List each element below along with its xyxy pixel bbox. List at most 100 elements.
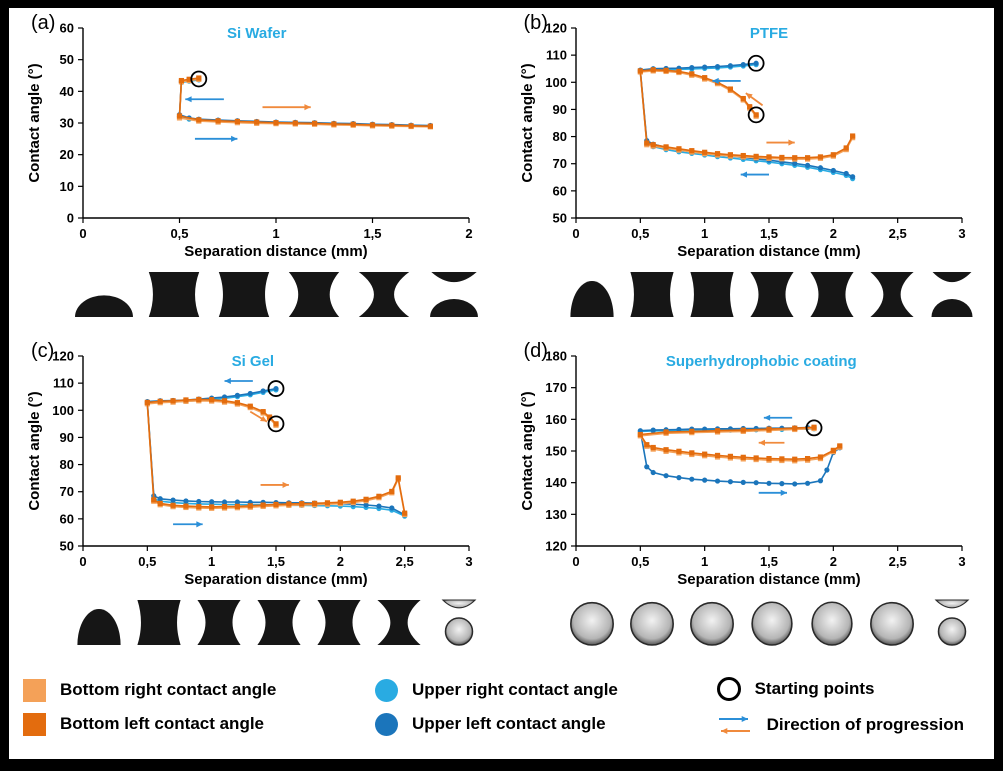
svg-text:70: 70 [60, 484, 74, 499]
svg-text:Contact angle (°): Contact angle (°) [26, 63, 43, 182]
svg-text:60: 60 [60, 21, 74, 36]
svg-text:0,5: 0,5 [631, 226, 649, 241]
svg-text:2: 2 [466, 226, 473, 241]
legend-label: Bottom right contact angle [60, 680, 277, 699]
svg-text:70: 70 [552, 156, 566, 171]
chart-ptfe: 0 0,5 1 1,5 2 2,5 3 50 60 70 80 90 100 110 120 PTFE Sepa… [519, 21, 966, 261]
panel-label-c: (c) [31, 339, 55, 362]
svg-text:Separation distance (mm): Separation distance (mm) [677, 571, 860, 588]
svg-text:80: 80 [60, 457, 74, 472]
svg-text:1: 1 [701, 554, 708, 569]
legend-column-orange: Bottom right contact angle Bottom left c… [23, 678, 277, 736]
svg-text:Separation distance (mm): Separation distance (mm) [677, 243, 860, 260]
svg-text:90: 90 [60, 429, 74, 444]
chart-superhydrophobic: 0 0,5 1 1,5 2 2,5 3 120 130 140 150 160 170 180 Superh… [519, 348, 966, 588]
svg-text:80: 80 [552, 129, 566, 144]
panel-b: (b) 0 0,5 1 1,5 2 2,5 3 50 60 70 80 90 100 110 120 PTFE… [502, 8, 995, 336]
svg-text:2,5: 2,5 [888, 554, 906, 569]
panel-a: (a) 0 0,5 1 1,5 2 0 10 20 30 40 50 60 Si Wafer Separa… [9, 8, 502, 336]
svg-text:1,5: 1,5 [760, 226, 778, 241]
svg-text:1,5: 1,5 [364, 226, 382, 241]
panel-label-a: (a) [31, 12, 56, 34]
svg-text:1: 1 [208, 554, 215, 569]
svg-text:0: 0 [80, 226, 87, 241]
svg-text:90: 90 [552, 102, 566, 117]
droplet-sequence-image-a [75, 272, 478, 317]
svg-text:60: 60 [60, 511, 74, 526]
legend-label: Bottom left contact angle [60, 714, 265, 733]
svg-text:0: 0 [80, 554, 87, 569]
square-marker-icon [23, 712, 46, 736]
svg-text:120: 120 [545, 538, 567, 553]
legend-column-blue: Upper right contact angle Upper left con… [374, 678, 618, 736]
legend-label: Upper right contact angle [411, 680, 618, 699]
legend-label: Direction of progression [766, 714, 964, 734]
svg-text:10: 10 [60, 179, 74, 194]
svg-text:60: 60 [552, 183, 566, 198]
panel-c: (c) 0 0,5 1 1,5 2 2,5 3 50 60 70 80 90 100 110 120 Si G… [9, 336, 502, 664]
legend-item-upper-right: Upper right contact angle [374, 678, 618, 702]
svg-text:Si Gel: Si Gel [232, 353, 275, 370]
svg-text:Superhydrophobic coating: Superhydrophobic coating [666, 353, 857, 370]
legend-label: Upper left contact angle [411, 714, 606, 733]
figure: (a) 0 0,5 1 1,5 2 0 10 20 30 40 50 60 Si Wafer Separa… [9, 8, 994, 759]
svg-text:20: 20 [60, 147, 74, 162]
svg-text:0: 0 [572, 226, 579, 241]
droplet-sequence-image-c [77, 599, 477, 646]
svg-text:0,5: 0,5 [631, 554, 649, 569]
chart-si-gel: 0 0,5 1 1,5 2 2,5 3 50 60 70 80 90 100 110 120 Si Gel Se… [26, 348, 473, 588]
svg-text:100: 100 [545, 75, 567, 90]
svg-text:Separation distance (mm): Separation distance (mm) [185, 571, 368, 588]
svg-text:40: 40 [60, 84, 74, 99]
svg-text:120: 120 [53, 348, 75, 363]
svg-text:1: 1 [701, 226, 708, 241]
svg-text:120: 120 [545, 21, 567, 36]
svg-text:30: 30 [60, 116, 74, 131]
droplet-sequence-image-d [569, 599, 969, 646]
panel-d: (d) 0 0,5 1 1,5 2 2,5 3 120 130 140 150 160 170 180 Su… [502, 336, 995, 664]
circle-marker-icon [374, 712, 398, 736]
circle-marker-icon [374, 678, 398, 702]
svg-text:110: 110 [546, 48, 567, 63]
droplet-sequence-image-b [569, 272, 973, 317]
svg-text:2,5: 2,5 [396, 554, 414, 569]
svg-text:2: 2 [337, 554, 344, 569]
legend-item-starting-points: Starting points [716, 676, 964, 701]
svg-text:180: 180 [545, 348, 567, 363]
legend-item-direction: Direction of progression [717, 712, 964, 738]
svg-text:50: 50 [60, 52, 74, 67]
svg-text:2,5: 2,5 [888, 226, 906, 241]
svg-text:Separation distance (mm): Separation distance (mm) [185, 243, 368, 260]
svg-text:100: 100 [53, 402, 75, 417]
legend-item-bottom-left: Bottom left contact angle [23, 712, 276, 736]
svg-text:3: 3 [958, 226, 965, 241]
svg-text:1,5: 1,5 [267, 554, 285, 569]
svg-text:170: 170 [545, 380, 567, 395]
svg-text:50: 50 [60, 538, 74, 553]
svg-text:Contact angle (°): Contact angle (°) [26, 391, 43, 510]
svg-text:3: 3 [466, 554, 473, 569]
svg-text:Contact angle (°): Contact angle (°) [519, 391, 536, 510]
svg-text:140: 140 [545, 475, 567, 490]
open-circle-marker-icon [716, 676, 741, 701]
svg-text:50: 50 [552, 211, 566, 226]
svg-text:150: 150 [545, 443, 567, 458]
panel-label-d: (d) [523, 339, 548, 362]
svg-text:130: 130 [545, 506, 567, 521]
svg-text:3: 3 [958, 554, 965, 569]
legend-label: Starting points [754, 678, 875, 698]
panel-grid: (a) 0 0,5 1 1,5 2 0 10 20 30 40 50 60 Si Wafer Separa… [9, 8, 994, 663]
direction-arrows-icon [718, 715, 750, 734]
svg-text:1: 1 [273, 226, 280, 241]
svg-text:2: 2 [829, 226, 836, 241]
legend-column-symbols: Starting points Direction of progression [716, 676, 964, 738]
figure-legend: Bottom right contact angle Bottom left c… [9, 663, 994, 759]
svg-text:160: 160 [545, 411, 567, 426]
svg-text:PTFE: PTFE [750, 25, 788, 42]
svg-text:Contact angle (°): Contact angle (°) [519, 63, 536, 182]
square-marker-icon [23, 678, 46, 702]
panel-label-b: (b) [523, 12, 548, 34]
svg-text:0,5: 0,5 [139, 554, 157, 569]
